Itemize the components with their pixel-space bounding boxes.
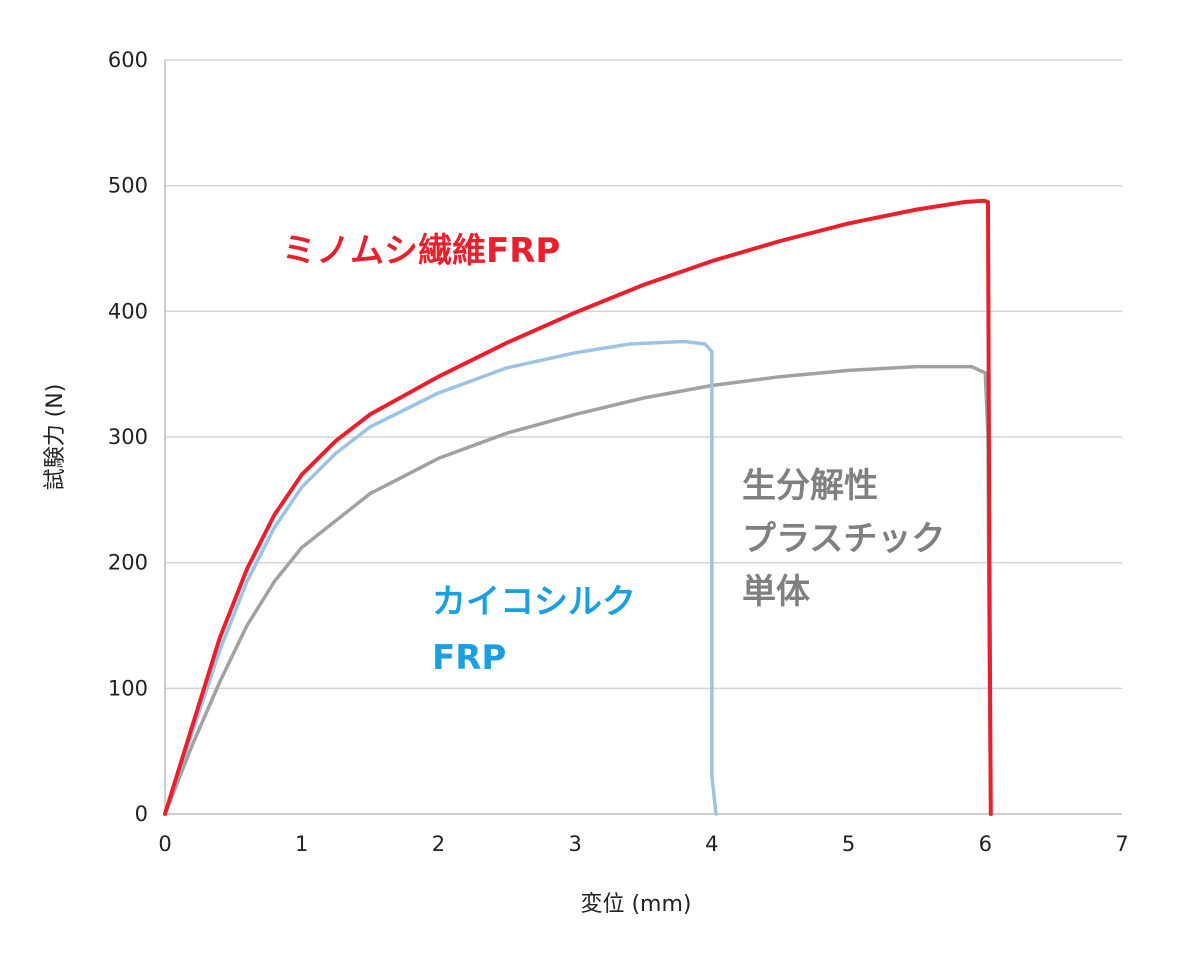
series-label-1: FRP [432,638,506,678]
y-tick-label: 300 [108,425,148,449]
y-axis-title: 試験力 (N) [43,384,68,491]
y-tick-label: 600 [108,48,148,72]
series-label-2: プラスチック [742,519,945,559]
y-tick-labels: 0 100 200 300 400 500 600 [108,48,148,826]
x-tick-label: 2 [432,832,445,856]
series-line-0 [163,198,993,816]
series-label-1: カイコシルク [432,582,636,622]
y-tick-label: 100 [108,676,148,700]
x-tick-label: 1 [295,832,308,856]
x-tick-label: 5 [842,832,855,856]
y-tick-label: 400 [108,299,148,323]
x-tick-label: 7 [1115,832,1128,856]
series-label-2: 生分解性 [742,466,878,506]
x-tick-labels: 0 1 2 3 4 5 6 7 [158,832,1128,856]
series-label-0: ミノムシ繊維FRP [282,231,560,271]
series-line-2 [163,364,993,816]
x-tick-label: 6 [979,832,992,856]
x-axis-title: 変位 (mm) [580,892,691,917]
x-tick-label: 4 [705,832,718,856]
y-tick-label: 200 [108,551,148,575]
series-label-2: 単体 [742,572,810,612]
grid [165,59,1122,690]
axes [164,60,1122,815]
x-tick-label: 0 [158,832,171,856]
series-line-1 [163,339,718,816]
x-tick-label: 3 [568,832,581,856]
y-tick-label: 0 [135,802,148,826]
series-group [163,198,993,816]
y-tick-label: 500 [108,174,148,198]
